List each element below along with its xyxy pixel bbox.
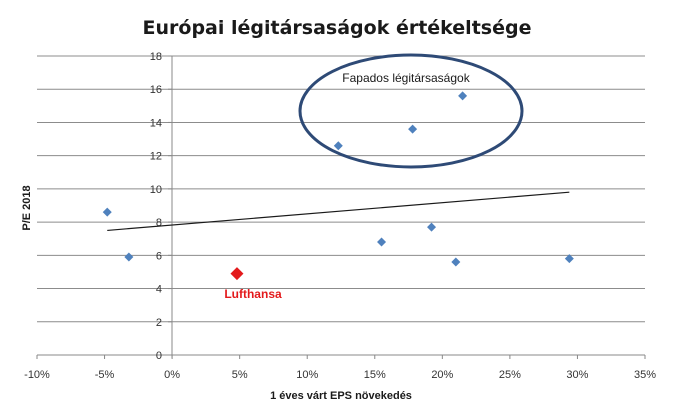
x-tick-label: -5% <box>95 369 115 381</box>
y-tick-label: 18 <box>150 51 162 63</box>
y-axis-label: P/E 2018 <box>21 185 33 230</box>
x-tick-label: 5% <box>232 369 248 381</box>
y-tick-label: 14 <box>150 117 162 129</box>
y-tick-label: 12 <box>150 151 162 163</box>
x-tick-label: 10% <box>296 369 318 381</box>
y-tick-label: 16 <box>150 84 162 96</box>
data-point <box>102 207 112 217</box>
y-tick-labels: 0 2 4 6 8 10 12 14 16 18 <box>150 51 162 362</box>
chart-title: Európai légitársaságok értékeltsége <box>143 17 532 39</box>
y-tick-label: 2 <box>156 317 162 329</box>
y-tick-label: 0 <box>156 350 162 362</box>
data-points <box>102 91 574 281</box>
data-point <box>458 91 468 101</box>
x-tick-label: 20% <box>431 369 453 381</box>
x-tick-label: 0% <box>164 369 180 381</box>
x-tick-label: 35% <box>634 369 656 381</box>
x-tick-labels: -10% -5% 0% 5% 10% 15% 20% 25% 30% 35% <box>24 369 656 381</box>
x-tick-label: 25% <box>499 369 521 381</box>
x-axis-label: 1 éves várt EPS növekedés <box>270 390 412 402</box>
data-point <box>333 141 343 151</box>
gridlines <box>36 55 646 359</box>
data-point <box>124 252 134 262</box>
lufthansa-label: Lufthansa <box>224 287 282 301</box>
data-point-lufthansa <box>230 267 244 281</box>
data-point <box>408 124 418 134</box>
y-tick-label: 6 <box>156 250 162 262</box>
trend-line <box>107 191 570 232</box>
data-point <box>427 222 437 232</box>
data-point <box>377 237 387 247</box>
low-cost-airlines-ellipse <box>298 53 524 169</box>
y-tick-label: 4 <box>156 284 162 296</box>
low-cost-airlines-label: Fapados légitársaságok <box>342 71 470 85</box>
data-point <box>564 254 574 264</box>
data-point <box>451 257 461 267</box>
y-tick-label: 8 <box>156 217 162 229</box>
x-tick-label: 30% <box>566 369 588 381</box>
x-tick-label: -10% <box>24 369 50 381</box>
x-tick-label: 15% <box>364 369 386 381</box>
y-tick-label: 10 <box>150 184 162 196</box>
